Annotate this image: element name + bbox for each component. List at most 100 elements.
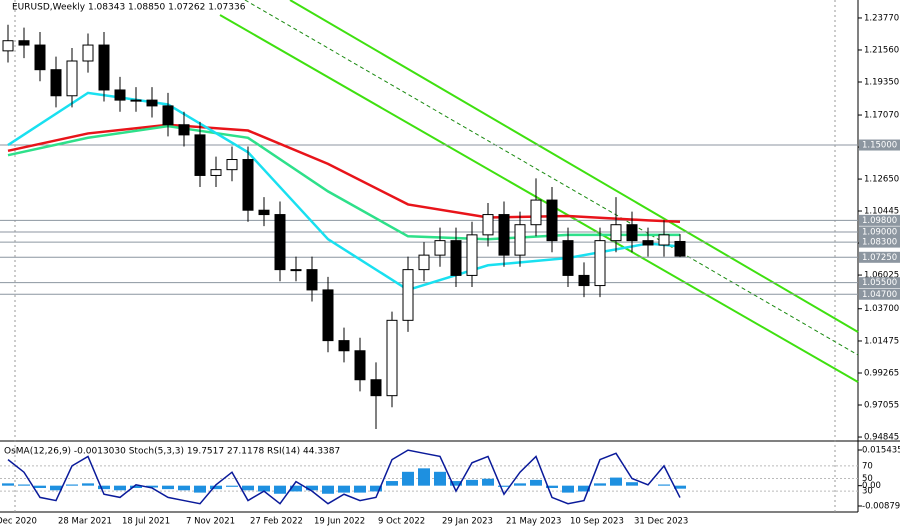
candle-body	[130, 99, 142, 102]
level-box	[859, 288, 900, 300]
osma-bar	[162, 485, 174, 490]
x-tick-label: 7 Nov 2021	[186, 517, 235, 527]
level-label: 1.07250	[862, 253, 897, 263]
x-tick-label: 9 Oct 2022	[378, 517, 425, 527]
osma-bar	[242, 485, 254, 491]
osma-bar	[146, 485, 158, 488]
candle-body	[482, 214, 494, 236]
osma-bar	[370, 485, 382, 492]
plot: 1.237701.215601.193501.170701.148601.126…	[0, 13, 900, 527]
candle-body	[306, 269, 318, 291]
osma-bar	[210, 485, 222, 490]
candle-body	[162, 105, 174, 126]
osma-bar	[226, 485, 238, 487]
stoch-tick-label: 50	[862, 474, 873, 484]
osma-bar	[178, 485, 190, 491]
channel-line	[219, 14, 859, 383]
candle-body	[434, 240, 446, 256]
x-tick-label: 31 Dec 2023	[634, 517, 688, 527]
candle-body	[642, 240, 654, 246]
candle-body	[514, 224, 526, 256]
candle-body	[34, 44, 46, 71]
stoch-line	[7, 449, 681, 505]
osma-tick-label: 0.00	[862, 481, 881, 491]
moving-average	[7, 123, 681, 224]
osma-bar	[114, 485, 126, 491]
x-tick-label: 28 Mar 2021	[58, 517, 112, 527]
osma-bar	[354, 485, 366, 493]
osma-bar	[658, 484, 670, 486]
candle-body	[322, 289, 334, 342]
candle-body	[66, 60, 78, 97]
candle-body	[546, 199, 558, 242]
osma-bar	[98, 485, 110, 490]
osma-bar	[2, 483, 14, 486]
candle-body	[386, 319, 398, 397]
candle-body	[50, 69, 62, 97]
x-tick-label: 29 Jan 2023	[442, 517, 493, 527]
y-tick-label: 1.06025	[864, 271, 899, 281]
osma-bar	[498, 485, 510, 487]
osma-bar	[50, 485, 62, 491]
candle-body	[626, 224, 638, 242]
candle-body	[610, 224, 622, 242]
x-tick-label: 18 Jul 2021	[122, 517, 170, 527]
channel-line	[289, 0, 859, 333]
candle-body	[258, 209, 270, 216]
candle-body	[578, 274, 590, 287]
osma-bar	[578, 485, 590, 492]
osma-bar	[386, 481, 398, 486]
level-label: 1.04700	[862, 290, 897, 300]
osma-bar	[418, 468, 430, 486]
x-tick-label: 10 Sep 2023	[570, 517, 624, 527]
osma-bar	[34, 485, 46, 488]
osma-bar	[306, 485, 318, 491]
osma-tick-label: -0.008799	[862, 502, 900, 512]
level-box	[859, 236, 900, 248]
chart-title: EURUSD,Weekly 1.08343 1.08850 1.07262 1.…	[12, 3, 246, 13]
osma-bar	[18, 484, 30, 486]
level-label: 1.09800	[862, 216, 897, 226]
candle-body	[146, 99, 158, 107]
candle-body	[450, 240, 462, 276]
osma-bar	[82, 483, 94, 486]
osma-bar	[562, 485, 574, 493]
y-tick-label: 1.12650	[864, 175, 899, 185]
osma-bar	[674, 485, 686, 489]
x-tick-label: 27 Feb 2022	[250, 517, 303, 527]
y-tick-label: 1.17070	[864, 111, 899, 121]
candle-body	[226, 159, 238, 171]
candle-body	[674, 240, 686, 257]
stoch-tick-label: 30	[862, 487, 873, 497]
candle-body	[530, 199, 542, 226]
level-box	[859, 277, 900, 289]
candle-body	[466, 234, 478, 276]
osma-bar	[610, 477, 622, 486]
osma-bar	[594, 483, 606, 486]
y-tick-label: 1.19350	[864, 78, 899, 88]
candle-body	[210, 169, 222, 176]
candle-body	[274, 214, 286, 271]
level-box	[859, 226, 900, 238]
candle-body	[658, 234, 670, 246]
level-label: 1.09000	[862, 227, 897, 237]
candle-body	[402, 269, 414, 321]
y-tick-label: 1.23770	[864, 13, 899, 23]
level-label: 1.05500	[862, 278, 897, 288]
indicator-title: OsMA(12,26,9) -0.0013030 Stoch(5,3,3) 19…	[4, 447, 340, 457]
osma-bar	[66, 484, 78, 486]
y-tick-label: 1.03700	[864, 304, 899, 314]
x-tick-label: 19 Jun 2022	[314, 517, 365, 527]
osma-bar	[338, 485, 350, 493]
candle-body	[178, 124, 190, 136]
y-tick-label: 0.97055	[864, 401, 899, 411]
candle-body	[338, 340, 350, 352]
candle-body	[18, 40, 30, 46]
osma-bar	[434, 471, 446, 486]
candle-body	[594, 240, 606, 287]
candle-body	[2, 40, 14, 52]
osma-bar	[402, 471, 414, 486]
osma-bar	[274, 485, 286, 494]
